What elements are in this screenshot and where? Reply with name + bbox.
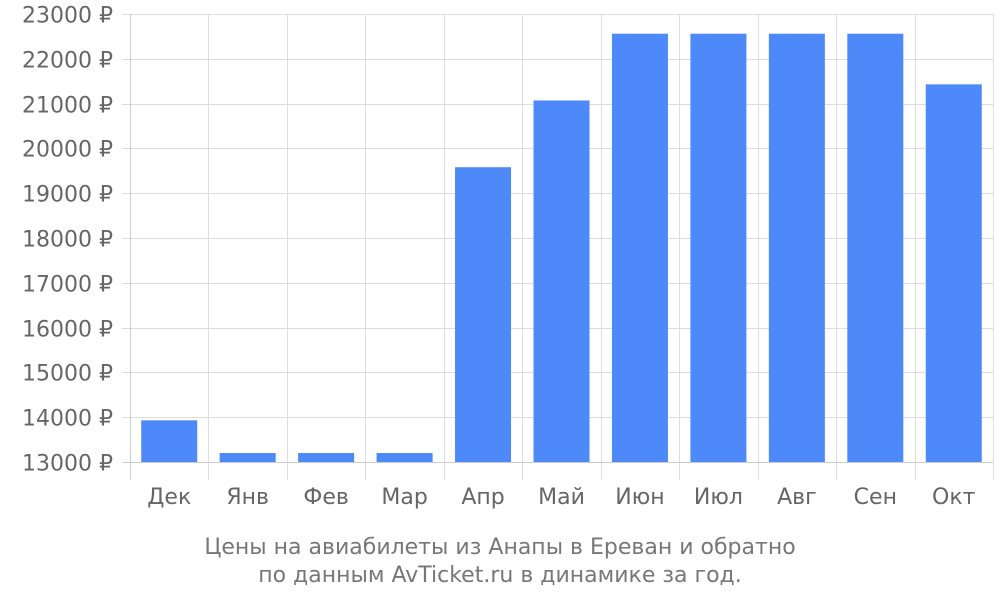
y-tick-label: 19000 ₽ (22, 183, 113, 208)
bar (925, 84, 982, 462)
bar (847, 33, 904, 462)
bars (141, 33, 982, 463)
axes (122, 14, 993, 480)
bar (690, 33, 747, 462)
bar (376, 453, 433, 462)
bar (219, 453, 276, 462)
y-tick-label: 17000 ₽ (22, 273, 113, 298)
x-tick-label: Июн (615, 485, 664, 510)
x-tick-label: Апр (461, 485, 504, 510)
chart-caption-line-1: Цены на авиабилеты из Анапы в Ереван и о… (204, 535, 796, 560)
x-axis-labels: Дек Янв Фев Мар Апр Май Июн Июл Авг Сен Окт (147, 485, 975, 510)
x-tick-label: Авг (777, 485, 817, 510)
x-tick-label: Фев (303, 485, 348, 510)
y-tick-label: 23000 ₽ (22, 4, 113, 29)
x-tick-label: Мар (381, 485, 427, 510)
bar (455, 167, 512, 462)
x-tick-label: Дек (147, 485, 191, 510)
y-tick-label: 21000 ₽ (22, 94, 113, 119)
bar (298, 453, 355, 462)
chart-caption-line-2: по данным AvTicket.ru в динамике за год. (258, 563, 742, 588)
bar (768, 33, 825, 462)
y-tick-label: 13000 ₽ (22, 452, 113, 477)
y-tick-label: 20000 ₽ (22, 138, 113, 163)
x-tick-label: Сен (854, 485, 897, 510)
x-tick-label: Май (538, 485, 585, 510)
y-tick-label: 22000 ₽ (22, 49, 113, 74)
x-tick-label: Июл (694, 485, 743, 510)
y-tick-label: 15000 ₽ (22, 362, 113, 387)
x-tick-label: Окт (932, 485, 976, 510)
bar (141, 420, 198, 462)
x-tick-label: Янв (226, 485, 269, 510)
y-tick-label: 16000 ₽ (22, 318, 113, 343)
bar (533, 100, 590, 463)
y-tick-label: 14000 ₽ (22, 407, 113, 432)
y-axis-labels: 13000 ₽ 14000 ₽ 15000 ₽ 16000 ₽ 17000 ₽ 18000… (22, 4, 113, 477)
y-tick-label: 18000 ₽ (22, 228, 113, 253)
bar (611, 33, 668, 462)
